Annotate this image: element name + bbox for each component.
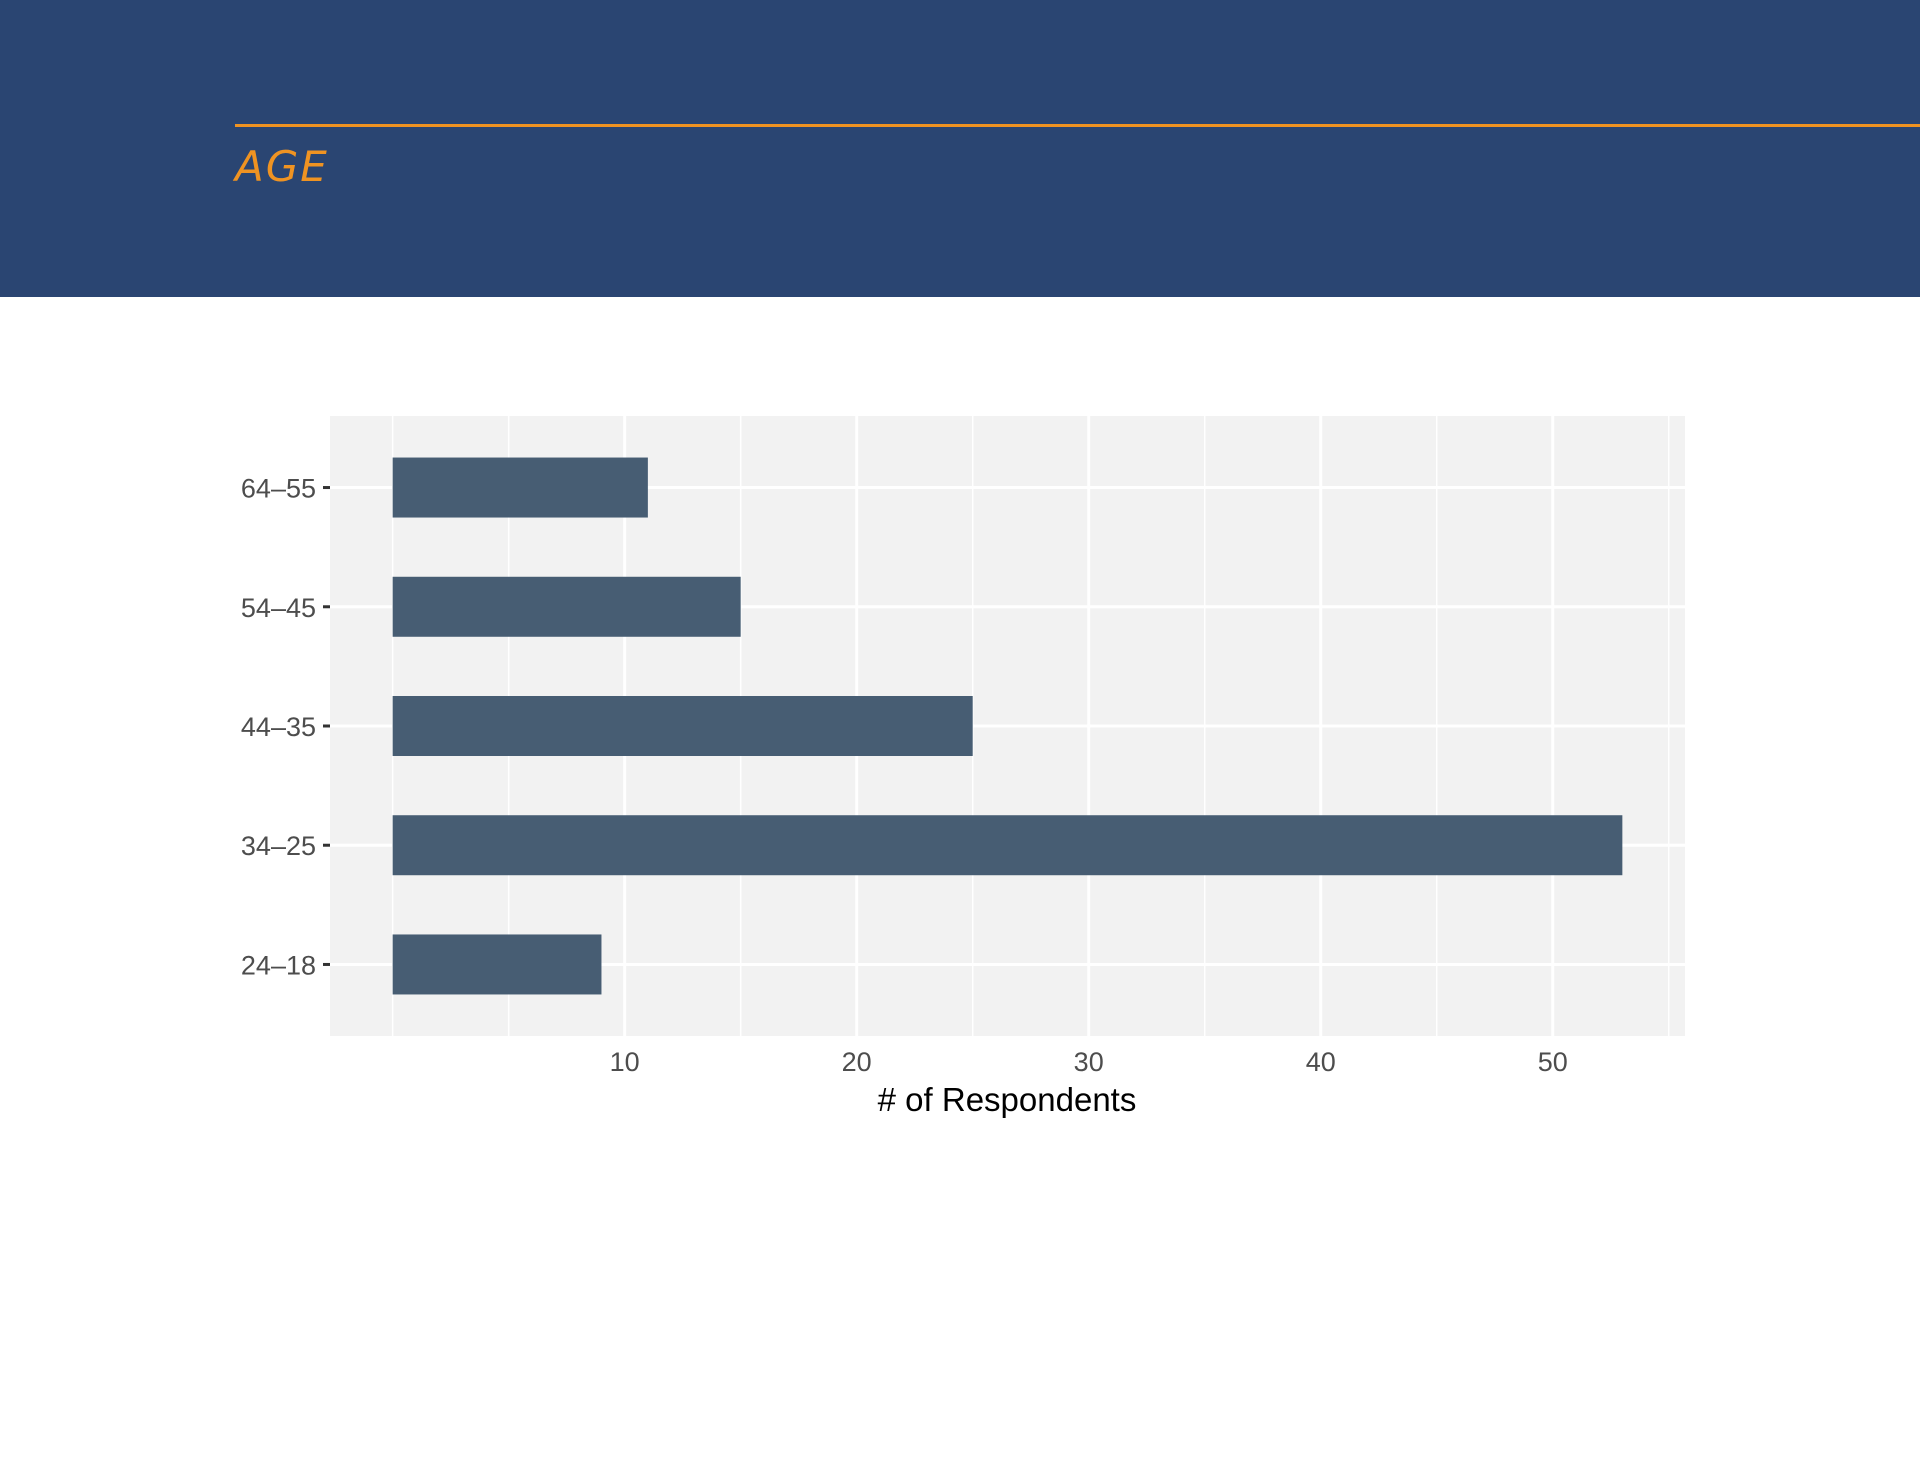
bar-34–25 [392, 815, 1623, 876]
y-tick-label: 54–45 [241, 593, 316, 623]
bar-54–45 [392, 576, 741, 637]
y-tick-label: 24–18 [241, 950, 316, 980]
y-tick-label: 34–25 [241, 831, 316, 861]
y-axis: 24–18 34–25 44–35 54–45 64–55 [241, 474, 330, 980]
header-accent-rule [235, 124, 1920, 127]
bar-24–18 [392, 934, 602, 995]
page-title: AGE [235, 142, 329, 191]
x-tick-label: 20 [842, 1047, 872, 1077]
x-tick-label: 50 [1538, 1047, 1568, 1077]
bar-64–55 [392, 457, 648, 518]
bar-44–35 [392, 696, 973, 756]
x-axis-title: # of Respondents [878, 1081, 1137, 1118]
x-tick-label: 30 [1074, 1047, 1104, 1077]
page-header: AGE [0, 0, 1920, 297]
x-axis: 10 20 30 40 50 [610, 1047, 1568, 1077]
y-tick-label: 64–55 [241, 474, 316, 504]
y-tick-label: 44–35 [241, 712, 316, 742]
x-tick-label: 40 [1306, 1047, 1336, 1077]
x-tick-label: 10 [610, 1047, 640, 1077]
bars [392, 457, 1623, 995]
